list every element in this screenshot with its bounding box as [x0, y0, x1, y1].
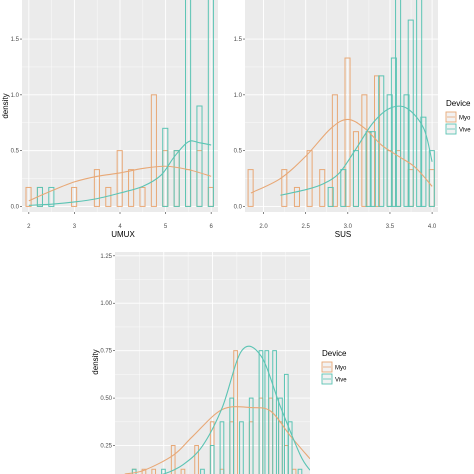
y-tick-label: 0.0: [234, 204, 243, 210]
legend: Device Myo Vive: [445, 99, 471, 135]
histogram-bar-myo: [374, 75, 381, 207]
histogram-bar-vive: [209, 445, 215, 474]
histogram-bar-vive: [264, 350, 270, 474]
x-tick-label: 3.0: [344, 224, 353, 230]
histogram-bar-myo: [71, 186, 78, 207]
x-axis-title: SUS: [335, 230, 351, 239]
histogram-bar-myo: [361, 94, 368, 207]
y-tick-label: 0.50: [100, 396, 112, 402]
x-tick-label: 3.5: [386, 224, 395, 230]
plot-area: [115, 252, 310, 474]
histogram-bar-myo: [247, 169, 254, 207]
histogram-bar-vive: [272, 350, 277, 474]
x-tick-label: 3: [73, 224, 77, 230]
histogram-bar-vive: [390, 57, 397, 207]
histogram-bar-vive: [207, 0, 214, 207]
x-axis-title: UMUX: [111, 230, 135, 239]
y-tick-label: 0.25: [100, 444, 112, 450]
x-tick-label: 6: [209, 224, 213, 230]
histogram-bar-myo: [306, 150, 313, 207]
histogram-bar-myo: [319, 169, 326, 207]
histogram-bar-vive: [395, 0, 402, 207]
histogram-bar-vive: [248, 397, 254, 474]
histogram-bar-vive: [386, 94, 393, 207]
histogram-bar-vive: [229, 397, 235, 474]
histogram-bar-vive: [416, 0, 423, 207]
y-tick-label: 0.0: [11, 204, 20, 210]
y-axis-title: density: [91, 349, 100, 374]
histogram-bar-vive: [420, 116, 427, 207]
histogram-bar-myo: [116, 150, 123, 207]
x-tick-label: 4: [118, 224, 122, 230]
histogram-bar-myo: [150, 94, 157, 207]
histogram-bar-myo: [93, 169, 100, 207]
histogram-bar-vive: [378, 75, 385, 207]
histogram-bar-vive: [239, 421, 244, 474]
y-tick-label: 0.5: [234, 149, 243, 155]
legend-label-vive: Vive: [335, 378, 347, 384]
histogram-bar-vive: [48, 186, 55, 207]
y-tick-label: 1.0: [11, 93, 20, 99]
histogram-bar-myo: [128, 169, 135, 207]
x-tick-label: 2: [27, 224, 31, 230]
density-curve-myo: [124, 406, 310, 474]
legend-label-myo: Myo: [459, 116, 471, 122]
histogram-bar-myo: [293, 186, 300, 207]
histogram-bar-vive: [428, 150, 435, 207]
density-curve-vive: [280, 105, 433, 196]
legend: Device Myo Vive: [321, 349, 347, 385]
histogram-bar-vive: [327, 186, 334, 207]
density-curve-myo: [250, 118, 433, 194]
chart-panel-3: 0.25 0.50 0.75 1.00 1.25 density Device Myo Vive: [91, 252, 347, 474]
plot-background: [245, 0, 438, 212]
histogram-bar-vive: [278, 397, 283, 474]
y-tick-label: 1.5: [234, 37, 243, 43]
y-tick-label: 0.5: [11, 149, 20, 155]
histogram-bar-vive: [185, 0, 192, 207]
x-tick-label: 2.0: [259, 224, 268, 230]
histogram-bar-vive: [173, 150, 180, 207]
y-tick-label: 1.00: [100, 301, 112, 307]
histogram-bar-myo: [170, 445, 176, 474]
histogram-bar-vive: [196, 105, 203, 207]
histogram-bar-myo: [194, 445, 199, 474]
histogram-bar-vive: [340, 169, 347, 207]
y-tick-label: 0.75: [100, 349, 112, 355]
plot-area: [245, 0, 438, 212]
legend-label-myo: Myo: [335, 366, 347, 372]
x-tick-label: 4.0: [428, 224, 437, 230]
y-axis-title: density: [1, 93, 10, 118]
histogram-bar-myo: [139, 186, 146, 207]
x-tick-label: 2.5: [302, 224, 311, 230]
histogram-bar-myo: [344, 57, 351, 207]
density-curve-myo: [28, 165, 212, 202]
histogram-bar-vive: [219, 421, 225, 474]
density-curve-vive: [28, 140, 212, 206]
legend-title: Device: [322, 349, 347, 358]
histogram-bar-vive: [258, 350, 264, 474]
plot-area: [22, 0, 218, 212]
chart-panel-2: 0.0 0.5 1.0 1.5 2.0 2.5 3.0 3.5 4.0 SUS Device Myo V…: [234, 0, 471, 239]
y-tick-label: 1.5: [11, 37, 20, 43]
y-tick-label: 1.0: [234, 93, 243, 99]
legend-label-vive: Vive: [459, 128, 471, 134]
histogram-bar-vive: [287, 421, 293, 474]
density-curve-vive: [161, 345, 310, 474]
legend-title: Device: [446, 99, 471, 108]
histogram-bar-myo: [281, 169, 288, 207]
x-tick-label: 5: [164, 224, 168, 230]
histogram-bar-vive: [369, 131, 376, 207]
histogram-bar-vive: [352, 150, 359, 207]
chart-panel-1: 0.0 0.5 1.0 1.5 2 3 4 5 6 UMUX density: [1, 0, 218, 239]
histogram-bar-myo: [331, 94, 338, 207]
histogram-bar-vive: [162, 127, 169, 207]
histogram-bar-vive: [403, 94, 410, 207]
y-tick-label: 1.25: [100, 254, 112, 260]
histogram-bar-myo: [25, 186, 32, 207]
